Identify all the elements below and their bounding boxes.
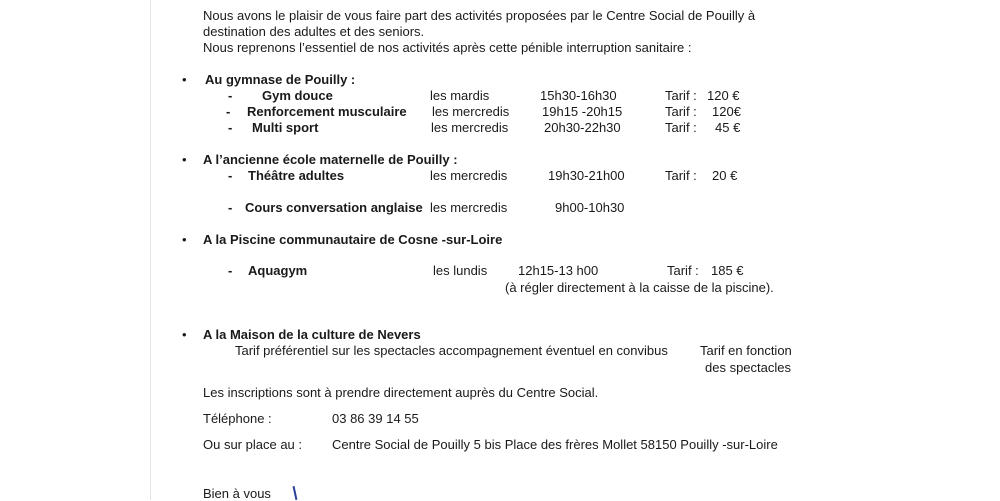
activity-day: les mercredis <box>430 200 508 215</box>
activity-day: les mercredis <box>432 104 510 119</box>
intro-line: Nous reprenons l’essentiel de nos activi… <box>203 40 692 55</box>
place-label: Ou sur place au : <box>203 437 302 452</box>
tarif-label: Tarif : <box>665 88 697 103</box>
dash: - <box>228 120 233 135</box>
culture-text: Tarif préférentiel sur les spectacles ac… <box>235 343 668 358</box>
activity-time: 20h30-22h30 <box>544 120 621 135</box>
phone-number: 03 86 39 14 55 <box>332 411 419 426</box>
activity-time: 12h15-13 h00 <box>518 263 599 278</box>
tarif-value: 45 € <box>715 120 741 135</box>
payment-note: (à régler directement à la caisse de la … <box>505 280 774 295</box>
tarif-label: Tarif : <box>665 120 697 135</box>
bullet: • <box>182 232 187 247</box>
activity-day: les mardis <box>430 88 490 103</box>
activity-name: Théâtre adultes <box>248 168 345 183</box>
tarif-value: 20 € <box>712 168 738 183</box>
section-heading: A la Piscine communautaire de Cosne -sur… <box>203 232 503 247</box>
page-edge <box>150 0 151 500</box>
activity-name: Gym douce <box>262 88 333 103</box>
tarif-label: Tarif : <box>665 104 697 119</box>
dash: - <box>228 88 233 103</box>
dash: - <box>228 263 233 278</box>
section-heading: A l’ancienne école maternelle de Pouilly… <box>203 152 458 167</box>
bullet: • <box>182 152 187 167</box>
activity-time: 9h00-10h30 <box>555 200 625 215</box>
activity-name: Cours conversation anglaise <box>245 200 423 215</box>
activity-name: Renforcement musculaire <box>247 104 407 119</box>
tarif-value: 120 € <box>707 88 740 103</box>
section-heading: A la Maison de la culture de Nevers <box>203 327 421 342</box>
activity-day: les mercredis <box>431 120 509 135</box>
tarif-value: 120€ <box>712 104 741 119</box>
section-heading: Au gymnase de Pouilly : <box>205 72 356 87</box>
closing: Bien à vous <box>203 486 271 501</box>
tarif-label: Tarif : <box>667 263 699 278</box>
activity-time: 19h30-21h00 <box>548 168 625 183</box>
bullet: • <box>182 72 187 87</box>
activity-name: Multi sport <box>252 120 319 135</box>
activity-day: les mercredis <box>430 168 508 183</box>
activity-time: 19h15 -20h15 <box>542 104 623 119</box>
tarif-label: Tarif : <box>665 168 697 183</box>
dash: - <box>228 168 233 183</box>
inscriptions-text: Les inscriptions sont à prendre directem… <box>203 385 599 400</box>
activity-time: 15h30-16h30 <box>540 88 617 103</box>
intro-line: destination des adultes et des seniors. <box>203 24 425 39</box>
tarif-value: 185 € <box>711 263 744 278</box>
dash: - <box>226 104 231 119</box>
place-address: Centre Social de Pouilly 5 bis Place des… <box>332 437 778 452</box>
culture-tarif: des spectacles <box>705 360 791 375</box>
pen-stroke <box>292 485 298 501</box>
dash: - <box>228 200 233 215</box>
bullet: • <box>182 327 187 342</box>
phone-label: Téléphone : <box>203 411 272 426</box>
activity-name: Aquagym <box>248 263 308 278</box>
intro-line: Nous avons le plaisir de vous faire part… <box>203 8 756 23</box>
activity-day: les lundis <box>433 263 488 278</box>
culture-tarif: Tarif en fonction <box>700 343 792 358</box>
